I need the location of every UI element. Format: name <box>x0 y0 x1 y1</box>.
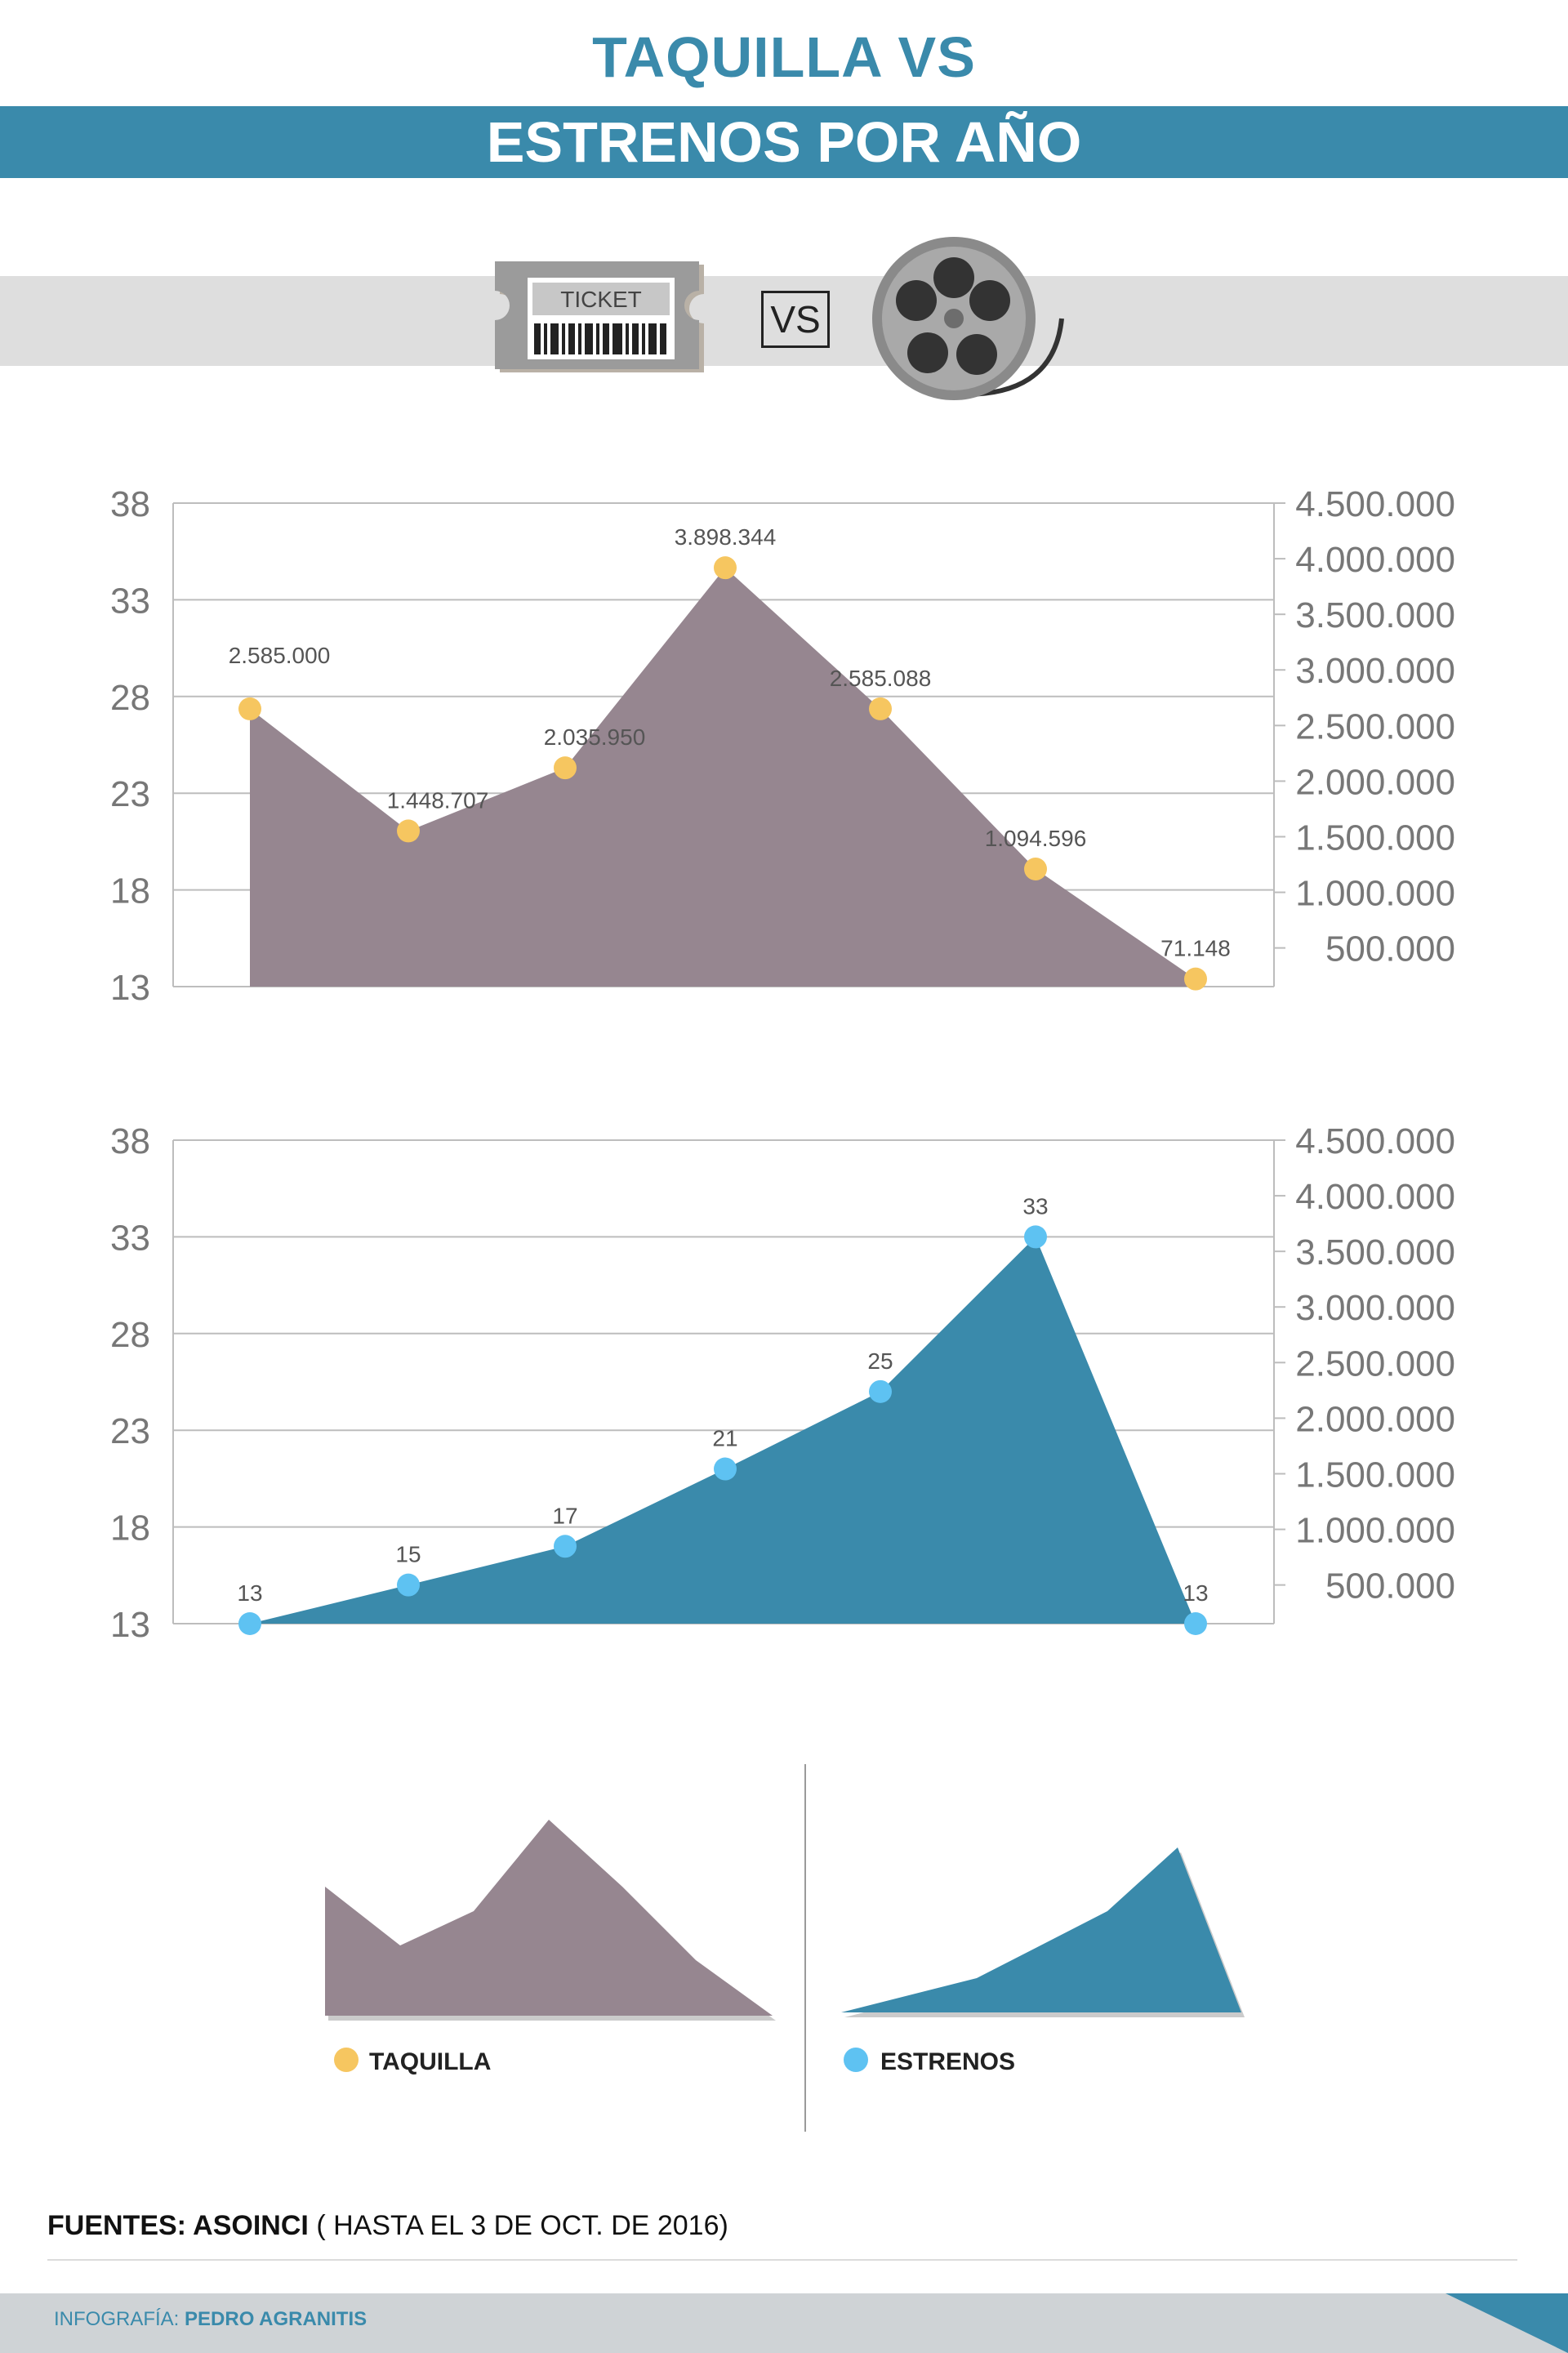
y-right-tick-label: 2.000.000 <box>1295 762 1455 802</box>
data-label: 21 <box>712 1426 737 1451</box>
sources-text: FUENTES: ASOINCI ( HASTA EL 3 DE OCT. DE… <box>47 2210 728 2242</box>
sources-detail: ( HASTA EL 3 DE OCT. DE 2016) <box>308 2210 728 2241</box>
legend-taquilla-marker <box>334 2048 359 2072</box>
footer-band <box>0 2293 1568 2353</box>
y-right-tick-label: 3.500.000 <box>1295 1232 1455 1272</box>
y-left-tick-label: 13 <box>110 1605 150 1645</box>
taquilla-chart: 38 33 28 23 18 13 4.500.000 4.000.000 3.500.000 3… <box>110 484 1455 1008</box>
data-point <box>554 1535 577 1558</box>
y-right-tick-label: 1.000.000 <box>1295 1511 1455 1551</box>
legend: TAQUILLA ESTRENOS <box>325 1764 1245 2132</box>
legend-taquilla-area <box>325 1820 773 2016</box>
y-left-tick-label: 28 <box>110 1315 150 1355</box>
y-right-tick-label: 1.000.000 <box>1295 874 1455 914</box>
data-point <box>869 697 892 720</box>
data-label: 17 <box>552 1503 577 1528</box>
estrenos-chart: 38 33 28 23 18 13 4.500.000 4.000.000 3.500.000 3… <box>110 1121 1455 1645</box>
y-right-tick-label: 4.500.000 <box>1295 1121 1455 1161</box>
y-left-tick-label: 38 <box>110 484 150 524</box>
legend-estrenos-area <box>841 1847 1241 2012</box>
data-label: 2.585.000 <box>229 643 331 668</box>
data-label: 2.585.088 <box>830 666 932 691</box>
y-right-tick-label: 3.000.000 <box>1295 651 1455 691</box>
data-label: 2.035.950 <box>544 724 646 750</box>
ticket-label: TICKET <box>560 287 642 312</box>
data-label: 33 <box>1022 1193 1048 1219</box>
y-right-tick-label: 500.000 <box>1325 1566 1455 1607</box>
film-reel-icon <box>872 237 1064 400</box>
data-point <box>238 1612 261 1635</box>
data-label: 3.898.344 <box>675 524 777 550</box>
data-label: 1.448.707 <box>387 787 489 813</box>
data-label: 71.148 <box>1160 936 1231 961</box>
data-point <box>714 1457 737 1481</box>
y-right-tick-label: 3.500.000 <box>1295 595 1455 635</box>
y-left-tick-label: 33 <box>110 1218 150 1258</box>
data-point <box>397 819 420 843</box>
y-right-tick-label: 4.500.000 <box>1295 484 1455 524</box>
y-right-tick-label: 3.000.000 <box>1295 1288 1455 1328</box>
y-left-tick-label: 28 <box>110 678 150 718</box>
y-right-tick-label: 500.000 <box>1325 929 1455 969</box>
y-left-tick-label: 18 <box>110 871 150 911</box>
y-left-tick-label: 38 <box>110 1121 150 1161</box>
data-label: 1.094.596 <box>985 826 1087 851</box>
data-point <box>397 1573 420 1597</box>
title-line-2: ESTRENOS POR AÑO <box>0 106 1568 178</box>
data-label: 15 <box>395 1542 421 1567</box>
ticket-icon: TICKET <box>495 261 704 372</box>
data-point <box>714 556 737 580</box>
data-point <box>554 756 577 780</box>
sources-label: FUENTES: ASOINCI <box>47 2210 309 2241</box>
legend-estrenos-marker <box>844 2048 868 2072</box>
y-right-tick-label: 4.000.000 <box>1295 540 1455 580</box>
data-label: 13 <box>237 1580 262 1606</box>
data-point <box>1024 857 1047 880</box>
vs-label: VS <box>761 291 830 348</box>
data-label: 13 <box>1183 1580 1208 1606</box>
data-point <box>1184 1612 1207 1635</box>
sources-divider <box>47 2259 1517 2261</box>
y-right-tick-label: 1.500.000 <box>1295 818 1455 858</box>
y-left-tick-label: 33 <box>110 581 150 621</box>
footer-author: PEDRO AGRANITIS <box>185 2308 368 2330</box>
data-point <box>238 697 261 720</box>
y-left-tick-label: 23 <box>110 774 150 814</box>
footer-prefix: INFOGRAFÍA: <box>54 2308 185 2330</box>
title-line-1: TAQUILLA VS <box>592 25 976 89</box>
y-left-tick-label: 18 <box>110 1509 150 1549</box>
data-point <box>1024 1225 1047 1249</box>
y-left-tick-label: 13 <box>110 968 150 1008</box>
y-left-tick-label: 23 <box>110 1411 150 1451</box>
series-area <box>250 568 1196 987</box>
footer-credit: INFOGRAFÍA: PEDRO AGRANITIS <box>54 2308 367 2331</box>
data-point <box>869 1379 892 1403</box>
data-point <box>1184 967 1207 991</box>
footer-corner-triangle <box>1446 2293 1568 2353</box>
series-area <box>250 1237 1196 1624</box>
legend-taquilla-label: TAQUILLA <box>369 2048 491 2075</box>
y-right-tick-label: 1.500.000 <box>1295 1455 1455 1495</box>
y-right-tick-label: 4.000.000 <box>1295 1177 1455 1217</box>
data-label: 25 <box>867 1348 893 1374</box>
y-right-tick-label: 2.500.000 <box>1295 1344 1455 1384</box>
legend-estrenos-label: ESTRENOS <box>880 2048 1015 2075</box>
y-right-tick-label: 2.500.000 <box>1295 706 1455 746</box>
y-right-tick-label: 2.000.000 <box>1295 1399 1455 1439</box>
